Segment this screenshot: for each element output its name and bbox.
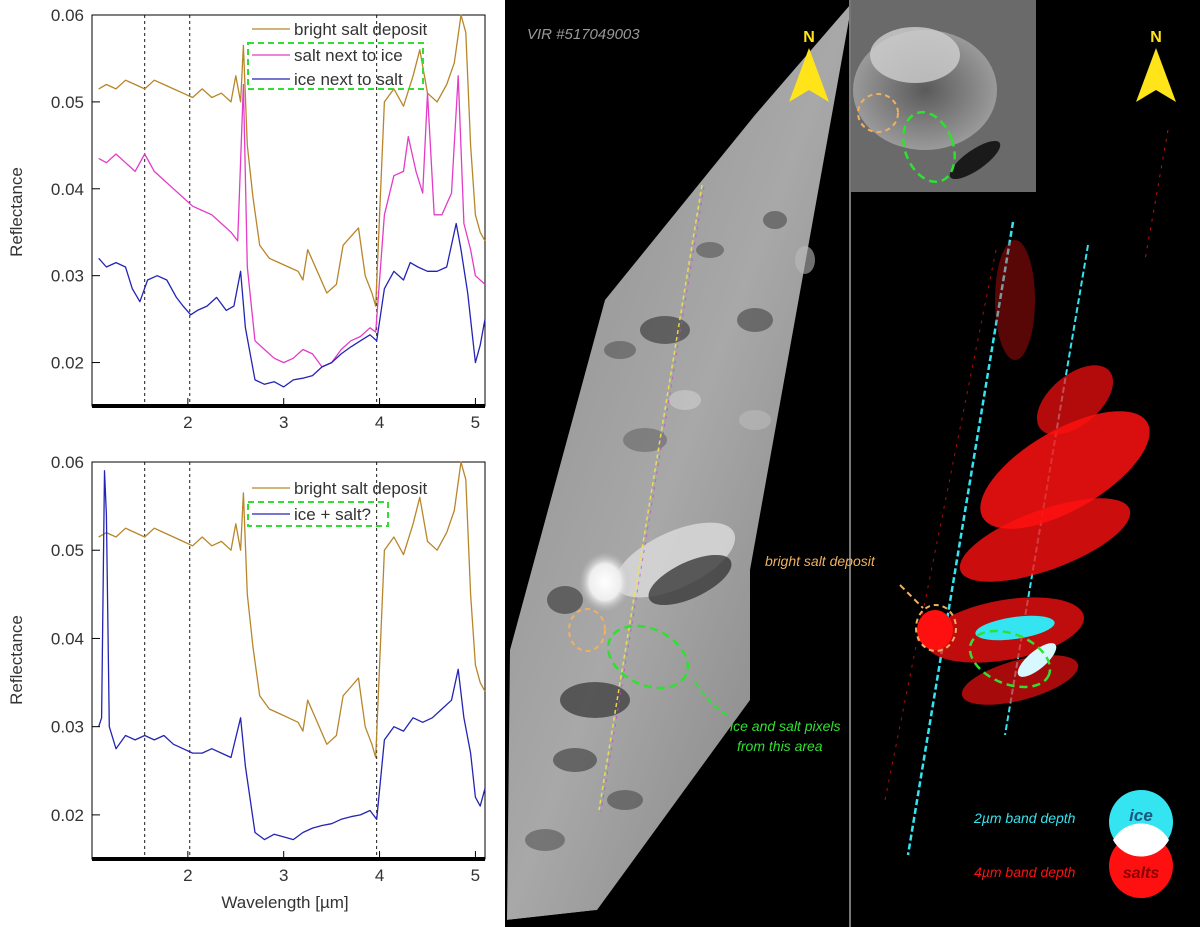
band4-label: 4µm band depth bbox=[974, 864, 1076, 880]
bright-salt-spot bbox=[579, 552, 631, 612]
y-tick-label-1: 0.03 bbox=[51, 718, 84, 737]
series-line-1 bbox=[98, 75, 486, 368]
y-tick-label-4: 0.06 bbox=[51, 453, 84, 472]
y-tick-label-0: 0.02 bbox=[51, 354, 84, 373]
series-line-0 bbox=[98, 14, 486, 307]
y-axis-label-top: Reflectance bbox=[7, 167, 26, 257]
y-tick-label-3: 0.05 bbox=[51, 541, 84, 560]
bright-salt-annotation: bright salt deposit bbox=[765, 553, 876, 569]
ice-scan-line-1 bbox=[906, 221, 1015, 856]
salts-venn-label: salts bbox=[1123, 865, 1160, 882]
legend-label-bright-salt: bright salt deposit bbox=[294, 20, 428, 39]
x-tick-label-1: 3 bbox=[279, 866, 288, 885]
salts-scan-line-2 bbox=[1144, 129, 1169, 261]
band2-label: 2µm band depth bbox=[973, 810, 1076, 826]
salts-scan-line-1 bbox=[884, 249, 997, 801]
salts-signal bbox=[917, 240, 1150, 705]
x-axis-label-bottom: Wavelength [µm] bbox=[221, 893, 348, 912]
scan-line-yellow bbox=[598, 184, 703, 811]
ice-salt-annotation-line2: from this area bbox=[737, 738, 823, 754]
vir-image-panel: VIR #517049003 N ice and salt pixels fro… bbox=[505, 0, 850, 927]
context-image bbox=[851, 0, 1036, 192]
vir-scene-label: VIR #517049003 bbox=[527, 26, 640, 43]
north-label-left: N bbox=[803, 29, 815, 46]
y-tick-label-3: 0.05 bbox=[51, 93, 84, 112]
salt-circle-left bbox=[568, 608, 606, 652]
ice-salts-venn: ice salts bbox=[1109, 790, 1173, 898]
ice-venn-label: ice bbox=[1129, 806, 1153, 825]
x-tick-label-0: 2 bbox=[183, 866, 192, 885]
band-depth-panel: N bright salt deposit 2µm band depth 4µm… bbox=[765, 0, 1200, 927]
ice-salt-ellipse-right bbox=[968, 629, 1052, 689]
context-salt-circle bbox=[857, 93, 899, 133]
scan-line-magenta bbox=[600, 186, 705, 813]
ice-salt-annotation-line1: ice and salt pixels bbox=[730, 718, 841, 734]
y-tick-label-0: 0.02 bbox=[51, 806, 84, 825]
ice-salt-ellipse-left bbox=[606, 624, 690, 690]
chart-bottom: Reflectance Wavelength [µm] 2 3 4 5 0.02 0.03… bbox=[7, 453, 486, 912]
ice-salt-leader-line bbox=[694, 681, 728, 716]
map-panels: VIR #517049003 N ice and salt pixels fro… bbox=[505, 0, 1200, 927]
spectra-charts: Reflectance 2 3 4 5 0.02 0.03 0.04 0.05 0.06 bri… bbox=[7, 6, 486, 912]
x-tick-label-1: 3 bbox=[279, 413, 288, 432]
north-arrow-left: N bbox=[789, 29, 829, 102]
bright-salt-leader-line bbox=[899, 584, 924, 609]
y-tick-label-4: 0.06 bbox=[51, 6, 84, 25]
north-arrow-right: N bbox=[1136, 29, 1176, 102]
series-line-2 bbox=[98, 222, 486, 388]
north-label-right: N bbox=[1150, 29, 1162, 46]
chart-top: Reflectance 2 3 4 5 0.02 0.03 0.04 0.05 0.06 bri… bbox=[7, 6, 486, 432]
x-tick-label-2: 4 bbox=[375, 866, 384, 885]
y-tick-label-2: 0.04 bbox=[51, 629, 84, 648]
legend-top: bright salt deposit salt next to ice ice… bbox=[252, 20, 428, 89]
context-crater-shadow bbox=[949, 140, 1001, 180]
salt-circle-right bbox=[915, 604, 957, 652]
ice-signal bbox=[975, 615, 1057, 677]
context-ice-salt-ellipse bbox=[902, 110, 956, 184]
legend-bottom: bright salt deposit ice + salt? bbox=[252, 479, 428, 524]
x-tick-label-3: 5 bbox=[471, 866, 480, 885]
plot-area-bottom bbox=[91, 461, 486, 860]
legend-box-bottom bbox=[247, 501, 389, 527]
legend-label-ice-next-to-salt: ice next to salt bbox=[294, 70, 403, 89]
context-crater-rim bbox=[870, 27, 960, 83]
plot-area-top bbox=[91, 14, 486, 407]
overlap-region bbox=[1113, 823, 1169, 857]
y-axis-label-bottom: Reflectance bbox=[7, 615, 26, 705]
vir-strip-edge bbox=[505, 910, 597, 927]
crater-floor bbox=[648, 554, 732, 606]
north-arrow-icon-right bbox=[1136, 48, 1176, 102]
north-arrow-icon bbox=[789, 48, 829, 102]
legend-label-salt-next-to-ice: salt next to ice bbox=[294, 46, 403, 65]
series-line-0 bbox=[98, 461, 486, 759]
crater-bright-rim bbox=[614, 522, 736, 598]
x-tick-label-3: 5 bbox=[471, 413, 480, 432]
y-tick-label-2: 0.04 bbox=[51, 180, 84, 199]
legend-label-bright-salt-bottom: bright salt deposit bbox=[294, 479, 428, 498]
series-line-1 bbox=[98, 470, 486, 841]
surface-texture bbox=[525, 211, 815, 851]
x-tick-label-0: 2 bbox=[183, 413, 192, 432]
x-tick-label-2: 4 bbox=[375, 413, 384, 432]
legend-label-ice-plus-salt: ice + salt? bbox=[294, 505, 371, 524]
y-tick-label-1: 0.03 bbox=[51, 267, 84, 286]
